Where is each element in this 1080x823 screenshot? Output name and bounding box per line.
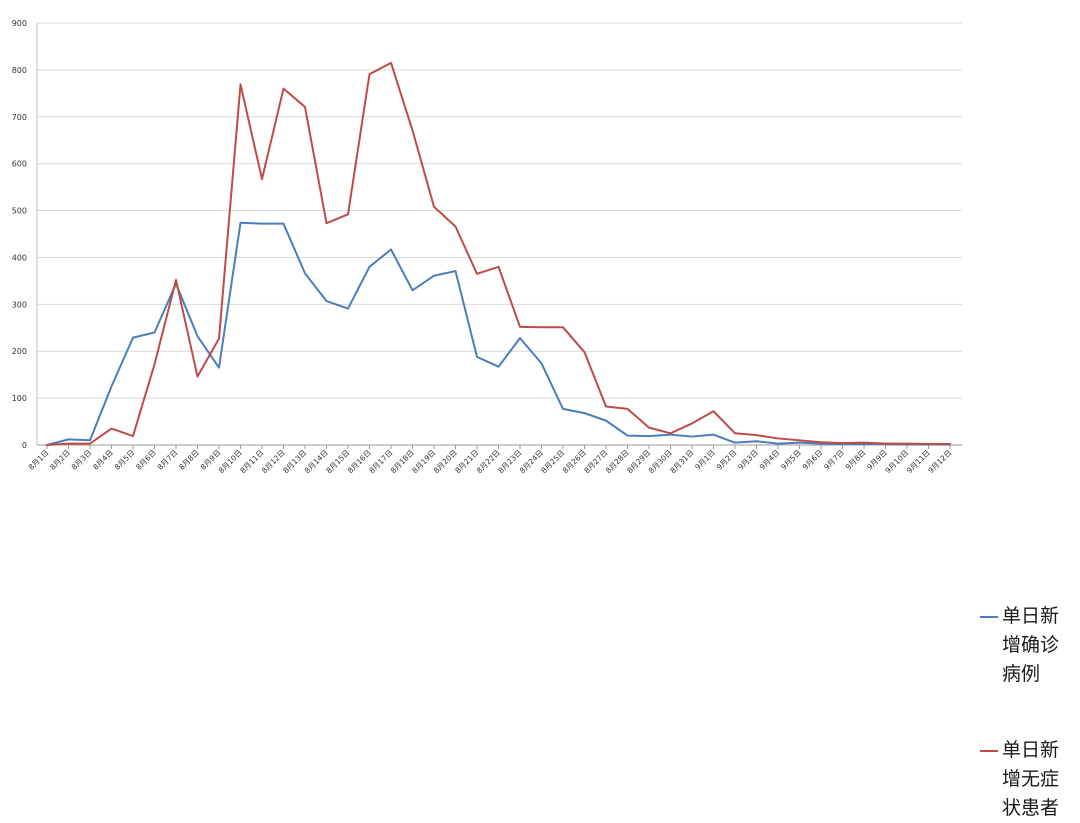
axes (36, 23, 962, 449)
x-tick-label: 9月5日 (779, 448, 803, 472)
x-tick-label: 9月12日 (926, 448, 953, 475)
series-lines (46, 61, 951, 446)
y-tick-label: 500 (12, 207, 27, 216)
gridlines (37, 22, 962, 399)
legend-label-confirmed: 单日新增确诊病例 (1002, 605, 1060, 685)
y-tick-label: 800 (12, 66, 27, 75)
x-tick-label: 8月6日 (134, 448, 158, 472)
line-chart: 0 100 200 300 400 500 600 700 800 900 8月1日 8月2日 8月3… (12, 19, 1059, 819)
series-line-0 (46, 221, 951, 446)
y-tick-label: 0 (22, 441, 27, 450)
x-tick-label: 8月5日 (113, 448, 137, 472)
legend-label-asymptomatic: 单日新增无症状患者 (1002, 739, 1060, 819)
y-tick-labels: 0 100 200 300 400 500 600 700 800 900 (12, 19, 27, 450)
y-tick-label: 200 (12, 347, 27, 356)
y-tick-label: 600 (12, 160, 27, 169)
x-tick-label: 8月31日 (668, 448, 695, 475)
x-tick-label: 8月7日 (156, 448, 180, 472)
series-line-1 (46, 61, 951, 446)
x-tick-label: 9月4日 (758, 448, 782, 472)
x-tick-label: 8月4日 (91, 448, 115, 472)
legend-swatch-asymptomatic (980, 750, 998, 752)
x-tick-label: 9月7日 (822, 448, 846, 472)
y-tick-label: 100 (12, 394, 27, 403)
y-tick-label: 700 (12, 113, 27, 122)
legend-swatch-confirmed (980, 616, 998, 618)
y-tick-label: 900 (12, 19, 27, 28)
x-tick-label: 9月1日 (693, 448, 717, 472)
y-tick-label: 400 (12, 253, 27, 262)
x-tick-label: 9月2日 (715, 448, 739, 472)
x-tick-label: 8月1日 (27, 448, 51, 472)
x-tick-label: 8月8日 (177, 448, 201, 472)
x-tick-labels: 8月1日8月2日8月3日8月4日8月5日8月6日8月7日8月8日8月9日8月10… (27, 448, 954, 475)
x-tick-label: 8月2日 (48, 448, 72, 472)
x-tick-label: 9月6日 (801, 448, 825, 472)
x-tick-label: 8月3日 (70, 448, 94, 472)
x-tick-label: 9月3日 (736, 448, 760, 472)
x-tick-label: 9月8日 (844, 448, 868, 472)
y-tick-label: 300 (12, 300, 27, 309)
